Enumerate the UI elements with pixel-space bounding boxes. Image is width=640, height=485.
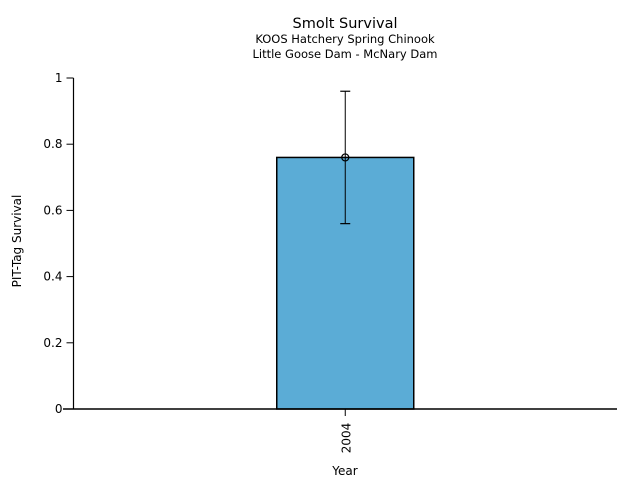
y-axis-label: PIT-Tag Survival: [10, 195, 24, 288]
y-tick-label-0.4: 0.4: [43, 270, 62, 284]
y-tick-label-0.8: 0.8: [43, 137, 62, 151]
y-tick-label-1: 1: [55, 71, 63, 85]
point-marker-2004: [341, 153, 350, 162]
x-tick-label-2004: 2004: [339, 423, 353, 454]
chart-titles: Smolt Survival KOOS Hatchery Spring Chin…: [252, 16, 437, 61]
x-axis-label: Year: [331, 464, 357, 478]
y-tick-label-0.2: 0.2: [43, 336, 62, 350]
y-tick-label-0.6: 0.6: [43, 203, 62, 217]
chart-subtitle-stock: KOOS Hatchery Spring Chinook: [255, 32, 435, 46]
chart-subtitle-reach: Little Goose Dam - McNary Dam: [252, 47, 437, 61]
y-tick-label-0: 0: [55, 402, 63, 416]
plot-area: 2004 0 0.2 0.4 0.6 0.8 1: [43, 71, 617, 453]
chart-title: Smolt Survival: [293, 16, 398, 32]
